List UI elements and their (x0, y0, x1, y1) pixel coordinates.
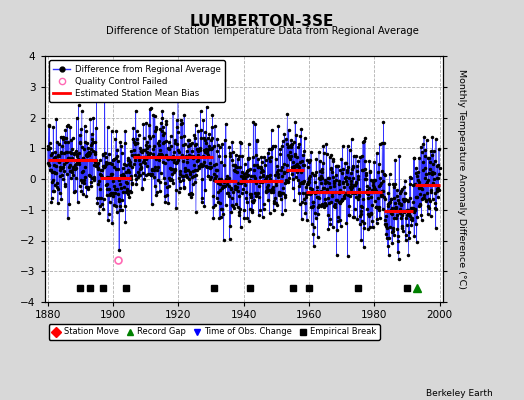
Text: LUMBERTON-3SE: LUMBERTON-3SE (190, 14, 334, 29)
Text: Berkeley Earth: Berkeley Earth (426, 389, 493, 398)
Legend: Station Move, Record Gap, Time of Obs. Change, Empirical Break: Station Move, Record Gap, Time of Obs. C… (49, 324, 380, 340)
Y-axis label: Monthly Temperature Anomaly Difference (°C): Monthly Temperature Anomaly Difference (… (457, 69, 466, 289)
Legend: Difference from Regional Average, Quality Control Failed, Estimated Station Mean: Difference from Regional Average, Qualit… (49, 60, 225, 102)
Text: Difference of Station Temperature Data from Regional Average: Difference of Station Temperature Data f… (105, 26, 419, 36)
